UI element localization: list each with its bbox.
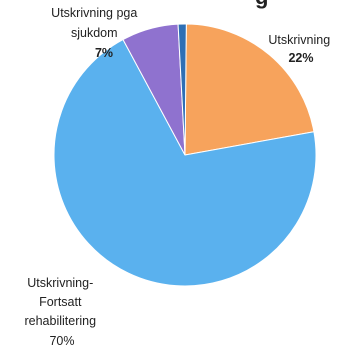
pie-slice-1 — [53, 38, 317, 287]
slice-label-utskrivning: Utskrivning 22% — [268, 33, 333, 65]
pie-slice-3 — [177, 23, 187, 156]
slice-label-fortsatt-rehabilitering: Utskrivning- Fortsatt rehabilitering 70% — [24, 276, 99, 348]
slice-label-utskrivning-pga-sjukdom: Utskrivning pga sjukdom 7% — [51, 6, 141, 60]
pie-slice-0 — [184, 23, 315, 156]
chart-title-fragment: g — [255, 0, 268, 9]
